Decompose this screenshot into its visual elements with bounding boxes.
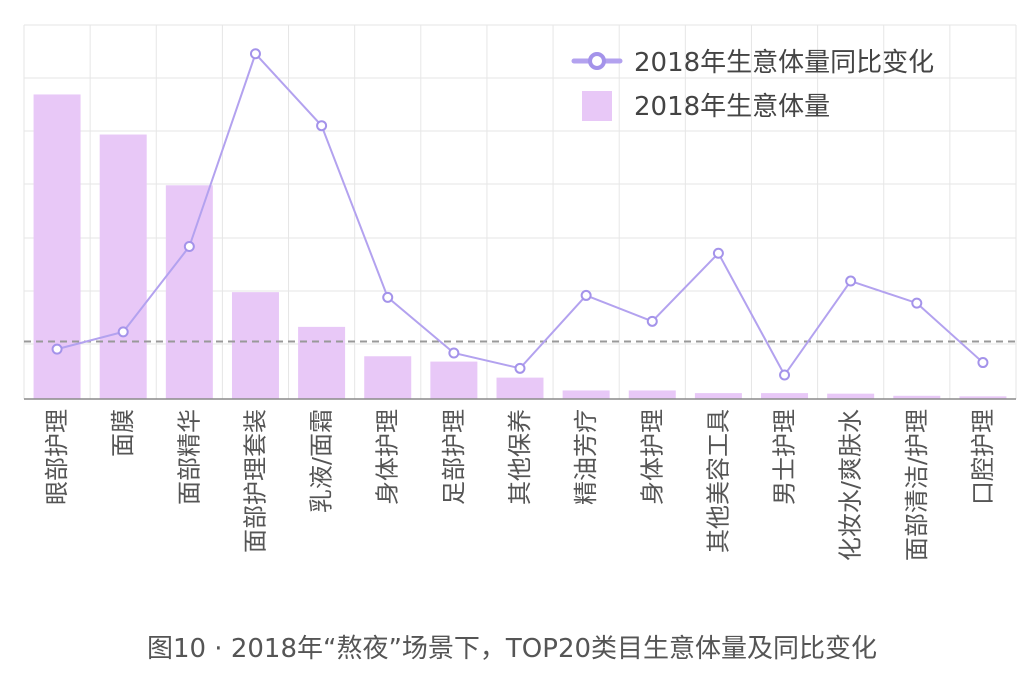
bar xyxy=(827,393,875,399)
x-tick-label: 面膜 xyxy=(109,409,137,457)
line-point xyxy=(316,120,328,132)
line-point xyxy=(580,289,592,301)
x-tick-label: 身体护理 xyxy=(374,409,402,505)
line-point xyxy=(712,247,724,259)
x-tick-label: 其他美容工具 xyxy=(704,409,732,553)
bar-layer xyxy=(33,94,1007,399)
line-point xyxy=(249,48,261,60)
bar xyxy=(496,377,544,399)
bar xyxy=(165,185,213,399)
bar xyxy=(628,390,676,399)
figure-caption: 图10 · 2018年“熬夜”场景下，TOP20类目生意体量及同比变化 xyxy=(146,634,878,664)
legend-bar-swatch xyxy=(582,91,612,121)
bar xyxy=(562,390,610,399)
line-layer xyxy=(51,48,989,381)
bar xyxy=(364,356,412,399)
x-tick-label: 足部护理 xyxy=(440,409,468,505)
x-tick-labels: 眼部护理 面膜 面部精华 面部护理套装 乳液/面霜 身体护理 足部护理 其他保养 精油芳疗 身体护… xyxy=(43,409,997,561)
bar xyxy=(694,393,742,399)
x-tick-label: 身体护理 xyxy=(638,409,666,505)
legend-line-marker xyxy=(588,52,606,70)
chart: 眼部护理 面膜 面部精华 面部护理套装 乳液/面霜 身体护理 足部护理 其他保养 精油芳疗 身体护… xyxy=(23,24,1017,561)
line-point xyxy=(845,275,857,287)
x-tick-label: 精油芳疗 xyxy=(572,409,600,505)
line-point xyxy=(646,315,658,327)
x-tick-label: 眼部护理 xyxy=(43,409,71,505)
bar xyxy=(99,134,147,399)
bar xyxy=(298,326,346,399)
x-tick-label: 面部护理套装 xyxy=(241,409,269,553)
legend-line-label: 2018年生意体量同比变化 xyxy=(634,48,934,78)
line-point xyxy=(183,241,195,253)
x-tick-label: 口腔护理 xyxy=(969,409,997,505)
x-tick-label: 面部清洁/护理 xyxy=(903,409,931,561)
x-tick-label: 乳液/面霜 xyxy=(308,409,336,513)
line-point xyxy=(117,326,129,338)
legend: 2018年生意体量同比变化 2018年生意体量 xyxy=(571,48,934,122)
line-point xyxy=(779,369,791,381)
bar xyxy=(231,292,279,399)
line-point xyxy=(448,347,460,359)
bar xyxy=(959,396,1007,399)
line-point xyxy=(514,362,526,374)
x-tick-label: 男士护理 xyxy=(771,409,799,505)
line-point xyxy=(977,357,989,369)
x-tick-label: 其他保养 xyxy=(506,409,534,505)
line-point xyxy=(51,343,63,355)
line-point xyxy=(382,291,394,303)
line-point xyxy=(911,297,923,309)
bar xyxy=(761,393,809,399)
x-tick-label: 化妆水/爽肤水 xyxy=(837,409,865,561)
bar xyxy=(893,395,941,399)
legend-bar-label: 2018年生意体量 xyxy=(634,92,830,122)
x-tick-label: 面部精华 xyxy=(175,409,203,505)
bar xyxy=(430,361,478,399)
